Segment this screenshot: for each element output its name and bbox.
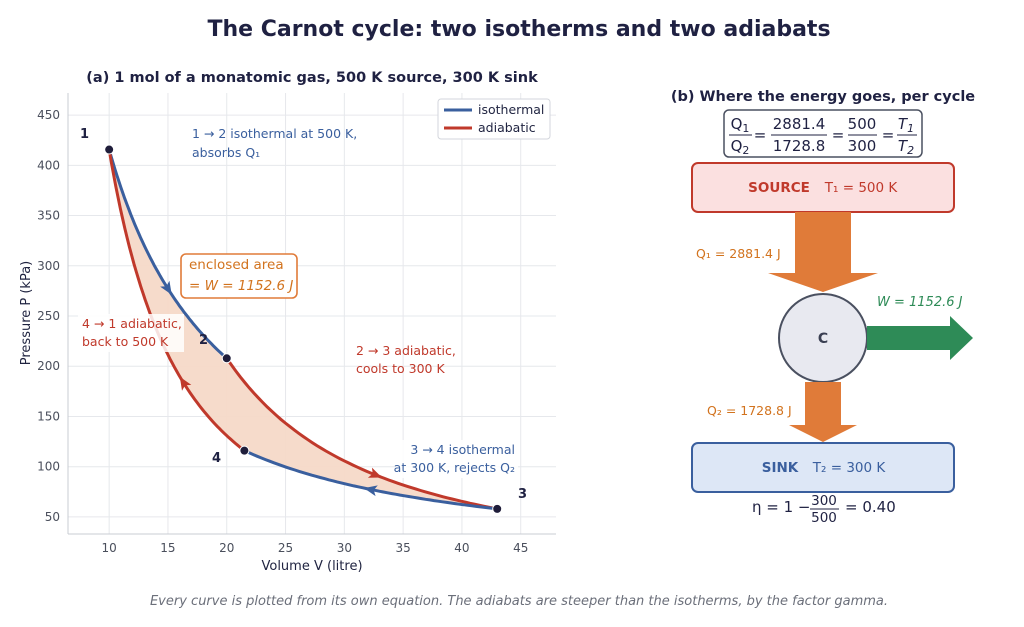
- sink-temp: T₂ = 300 K: [812, 460, 887, 476]
- y-tick-label: 150: [37, 409, 60, 423]
- y-tick-label: 400: [37, 158, 60, 172]
- y-tick-label: 100: [37, 460, 60, 474]
- ratio-equals-3: =: [882, 126, 895, 144]
- annotation-1-2-line1: 1 → 2 isothermal at 500 K,: [192, 126, 357, 141]
- ratio-t1-value: 500: [848, 115, 877, 133]
- figure-title: The Carnot cycle: two isotherms and two …: [207, 17, 830, 42]
- annotation-4-1-line2: back to 500 K: [82, 334, 169, 349]
- ratio-equals-2: =: [832, 126, 845, 144]
- y-axis-label: Pressure P (kPa): [19, 261, 34, 366]
- ratio-equals-1: =: [754, 126, 767, 144]
- work-arrow: [867, 316, 973, 360]
- panel-a-title: (a) 1 mol of a monatomic gas, 500 K sour…: [86, 70, 538, 86]
- point-label-2: 2: [199, 333, 208, 348]
- annotation-3-4-line1: 3 → 4 isothermal: [410, 442, 515, 457]
- annotation-4-1-line1: 4 → 1 adiabatic,: [82, 316, 182, 331]
- adiabat-2-3: [225, 357, 498, 511]
- ratio-t2-value: 300: [848, 137, 877, 155]
- annotation-1-2-line2: absorbs Q₁: [192, 145, 260, 160]
- x-tick-label: 35: [395, 541, 410, 555]
- x-tick-label: 30: [337, 541, 352, 555]
- y-tick-label: 450: [37, 108, 60, 122]
- x-tick-label: 20: [219, 541, 234, 555]
- sink-label: SINK: [762, 460, 799, 476]
- source-box: [691, 162, 955, 213]
- annotation-4-1-bg: [78, 314, 184, 352]
- y-tick-label: 250: [37, 309, 60, 323]
- y-tick-label: 200: [37, 359, 60, 373]
- legend-label-isothermal: isothermal: [478, 102, 544, 117]
- efficiency-den: 500: [811, 510, 837, 526]
- x-tick-label: 45: [513, 541, 528, 555]
- annotation-2-3-line2: cools to 300 K: [356, 361, 445, 376]
- ratio-q1-value: 2881.4: [773, 115, 826, 133]
- pv-plot: 10 15 20 25 30 35 40 45 50 100 150 200 250 300 350 400…: [37, 93, 556, 555]
- arrow-3-4: [363, 485, 378, 497]
- y-tick-label: 350: [37, 209, 60, 223]
- efficiency-prefix: η = 1 −: [752, 498, 811, 516]
- legend-label-adiabatic: adiabatic: [478, 120, 536, 135]
- ratio-equation-box: [723, 109, 923, 158]
- state-point-4: [239, 445, 250, 456]
- work-label: W = 1152.6 J: [877, 295, 963, 310]
- ratio-equation: Q1 Q2 = 2881.4 1728.8 = 500 300 = T1 T2: [723, 109, 923, 158]
- efficiency-equation: η = 1 − 300 500 = 0.40: [752, 493, 896, 526]
- x-tick-label: 15: [160, 541, 175, 555]
- x-tick-label: 10: [102, 541, 117, 555]
- q2-label: Q₂ = 1728.8 J: [707, 403, 792, 418]
- ratio-q2-value: 1728.8: [773, 137, 826, 155]
- sink-box: [691, 442, 955, 493]
- q1-heat-arrow: [768, 212, 878, 292]
- state-point-1: [104, 144, 115, 155]
- state-points: [104, 144, 503, 514]
- point-label-4: 4: [212, 451, 221, 466]
- efficiency-result: = 0.40: [845, 498, 896, 516]
- q2-heat-arrow: [789, 382, 857, 442]
- x-axis-label: Volume V (litre): [261, 559, 362, 574]
- state-point-2: [221, 353, 232, 364]
- x-tick-label: 25: [278, 541, 293, 555]
- annotation-2-3-line1: 2 → 3 adiabatic,: [356, 343, 456, 358]
- direction-arrows: [160, 280, 382, 497]
- y-tick-labels: 50 100 150 200 250 300 350 400 450: [37, 108, 60, 524]
- adiabat-4-1: [107, 149, 246, 452]
- q1-label: Q₁ = 2881.4 J: [696, 246, 781, 261]
- arrow-4-1: [179, 376, 192, 391]
- source-label: SOURCE: [748, 180, 810, 196]
- annotation-3-4-bg: [396, 440, 518, 478]
- source-temp: T₁ = 500 K: [824, 180, 899, 196]
- y-tick-label: 50: [45, 510, 60, 524]
- x-tick-label: 40: [454, 541, 469, 555]
- engine-label: C: [818, 331, 828, 347]
- state-point-3: [492, 503, 503, 514]
- efficiency-num: 300: [811, 493, 837, 509]
- enclosed-area-line1: enclosed area: [189, 257, 284, 273]
- enclosed-area-line2: = W = 1152.6 J: [189, 278, 293, 294]
- legend: isothermal adiabatic: [437, 98, 551, 140]
- enclosed-area-box: [180, 253, 298, 299]
- point-label-1: 1: [80, 127, 89, 142]
- arrow-1-2: [160, 280, 172, 295]
- x-tick-labels: 10 15 20 25 30 35 40 45: [102, 541, 529, 555]
- annotation-3-4-line2: at 300 K, rejects Q₂: [394, 460, 515, 475]
- y-tick-label: 300: [37, 259, 60, 273]
- figure-caption: Every curve is plotted from its own equa…: [150, 594, 888, 609]
- panel-b-title: (b) Where the energy goes, per cycle: [671, 89, 975, 105]
- point-label-3: 3: [518, 487, 527, 502]
- arrow-2-3: [367, 467, 382, 478]
